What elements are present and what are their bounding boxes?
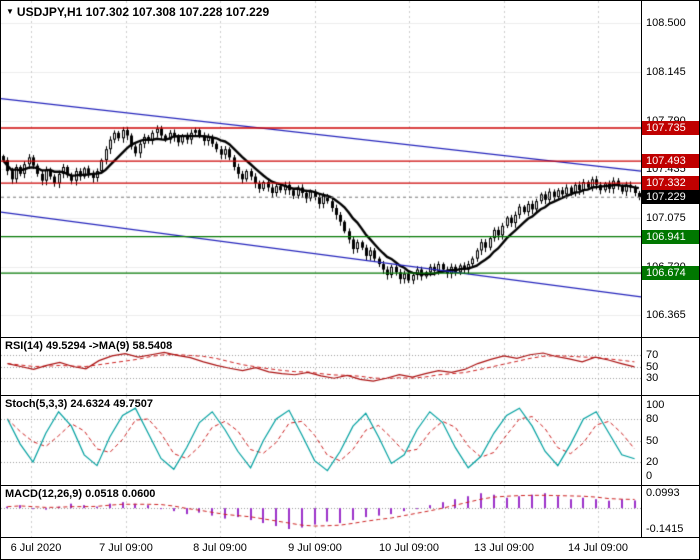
price-axis-separator <box>641 1 642 538</box>
price-tick-label: 107.075 <box>646 212 686 224</box>
time-axis-label: 14 Jul 09:00 <box>568 542 628 554</box>
price-tick-label: 50 <box>646 435 659 447</box>
price-tick-label: 20 <box>646 456 659 468</box>
rsi-header: RSI(14) 49.5294 ->MA(9) 58.5408 <box>5 340 173 352</box>
stochastic-canvas[interactable] <box>1 396 641 485</box>
price-level-label[interactable]: 106.941 <box>642 230 699 244</box>
price-tick-label: 106.365 <box>646 309 686 321</box>
price-tick-label: 108.145 <box>646 66 686 78</box>
price-tick-label: 70 <box>646 349 659 361</box>
price-tick-label: 100 <box>646 399 665 411</box>
stochastic-header: Stoch(5,3,3) 24.6324 49.7507 <box>5 398 153 410</box>
macd-canvas[interactable] <box>1 486 641 537</box>
macd-panel: MACD(12,26,9) 0.0518 0.0600 <box>1 486 699 538</box>
time-axis-label: 8 Jul 09:00 <box>193 542 247 554</box>
price-tick-label: 30 <box>646 372 659 384</box>
macd-header: MACD(12,26,9) 0.0518 0.0600 <box>5 488 156 500</box>
ohlc-values: 107.302 107.308 107.228 107.229 <box>85 5 270 19</box>
time-axis-label: 6 Jul 2020 <box>10 542 62 554</box>
price-level-label[interactable]: 107.735 <box>642 121 699 135</box>
price-tick-label: 50 <box>646 361 659 373</box>
time-axis-label: 7 Jul 09:00 <box>99 542 153 554</box>
price-level-label[interactable]: 107.229 <box>642 190 699 204</box>
symbol-info: ▼ USDJPY,H1 107.302 107.308 107.228 107.2… <box>6 5 269 19</box>
time-axis: 6 Jul 2020 7 Jul 09:00 8 Jul 09:00 9 Jul 09… <box>1 538 699 559</box>
price-tick-label: -0.1415 <box>646 523 684 535</box>
main-chart-canvas[interactable] <box>1 1 641 337</box>
rsi-canvas[interactable] <box>1 338 641 395</box>
price-tick-label: 80 <box>646 413 659 425</box>
price-level-label[interactable]: 107.493 <box>642 154 699 168</box>
time-axis-label: 13 Jul 09:00 <box>474 542 534 554</box>
price-tick-label: 108.500 <box>646 17 686 29</box>
price-tick-label: 0.0993 <box>646 487 680 499</box>
price-tick-label: 0 <box>646 470 653 482</box>
chart-dropdown-icon[interactable]: ▼ <box>6 7 14 16</box>
time-axis-label: 9 Jul 09:00 <box>288 542 342 554</box>
main-chart-panel: ▼ USDJPY,H1 107.302 107.308 107.228 107.2… <box>1 1 699 338</box>
price-level-label[interactable]: 107.332 <box>642 176 699 190</box>
price-level-label[interactable]: 106.674 <box>642 266 699 280</box>
time-axis-label: 10 Jul 09:00 <box>379 542 439 554</box>
symbol-name: USDJPY,H1 <box>16 5 83 19</box>
stochastic-panel: Stoch(5,3,3) 24.6324 49.7507 <box>1 396 699 486</box>
rsi-panel: RSI(14) 49.5294 ->MA(9) 58.5408 <box>1 338 699 396</box>
